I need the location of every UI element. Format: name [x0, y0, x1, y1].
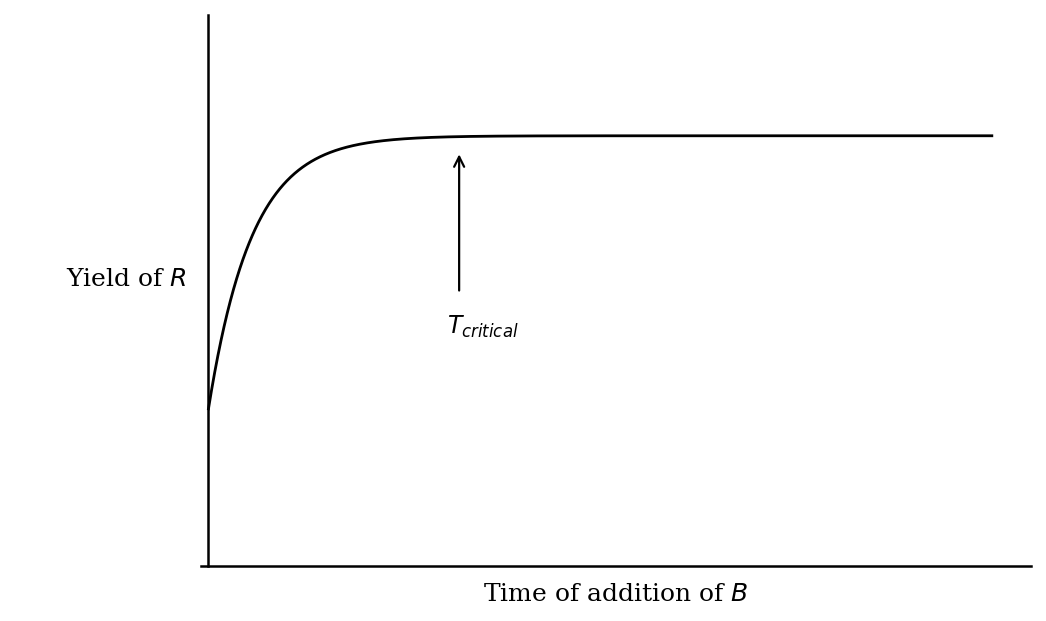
Text: $T_{critical}$: $T_{critical}$: [448, 314, 519, 340]
X-axis label: Time of addition of $B$: Time of addition of $B$: [483, 583, 749, 606]
Text: Yield of $R$: Yield of $R$: [66, 268, 186, 291]
